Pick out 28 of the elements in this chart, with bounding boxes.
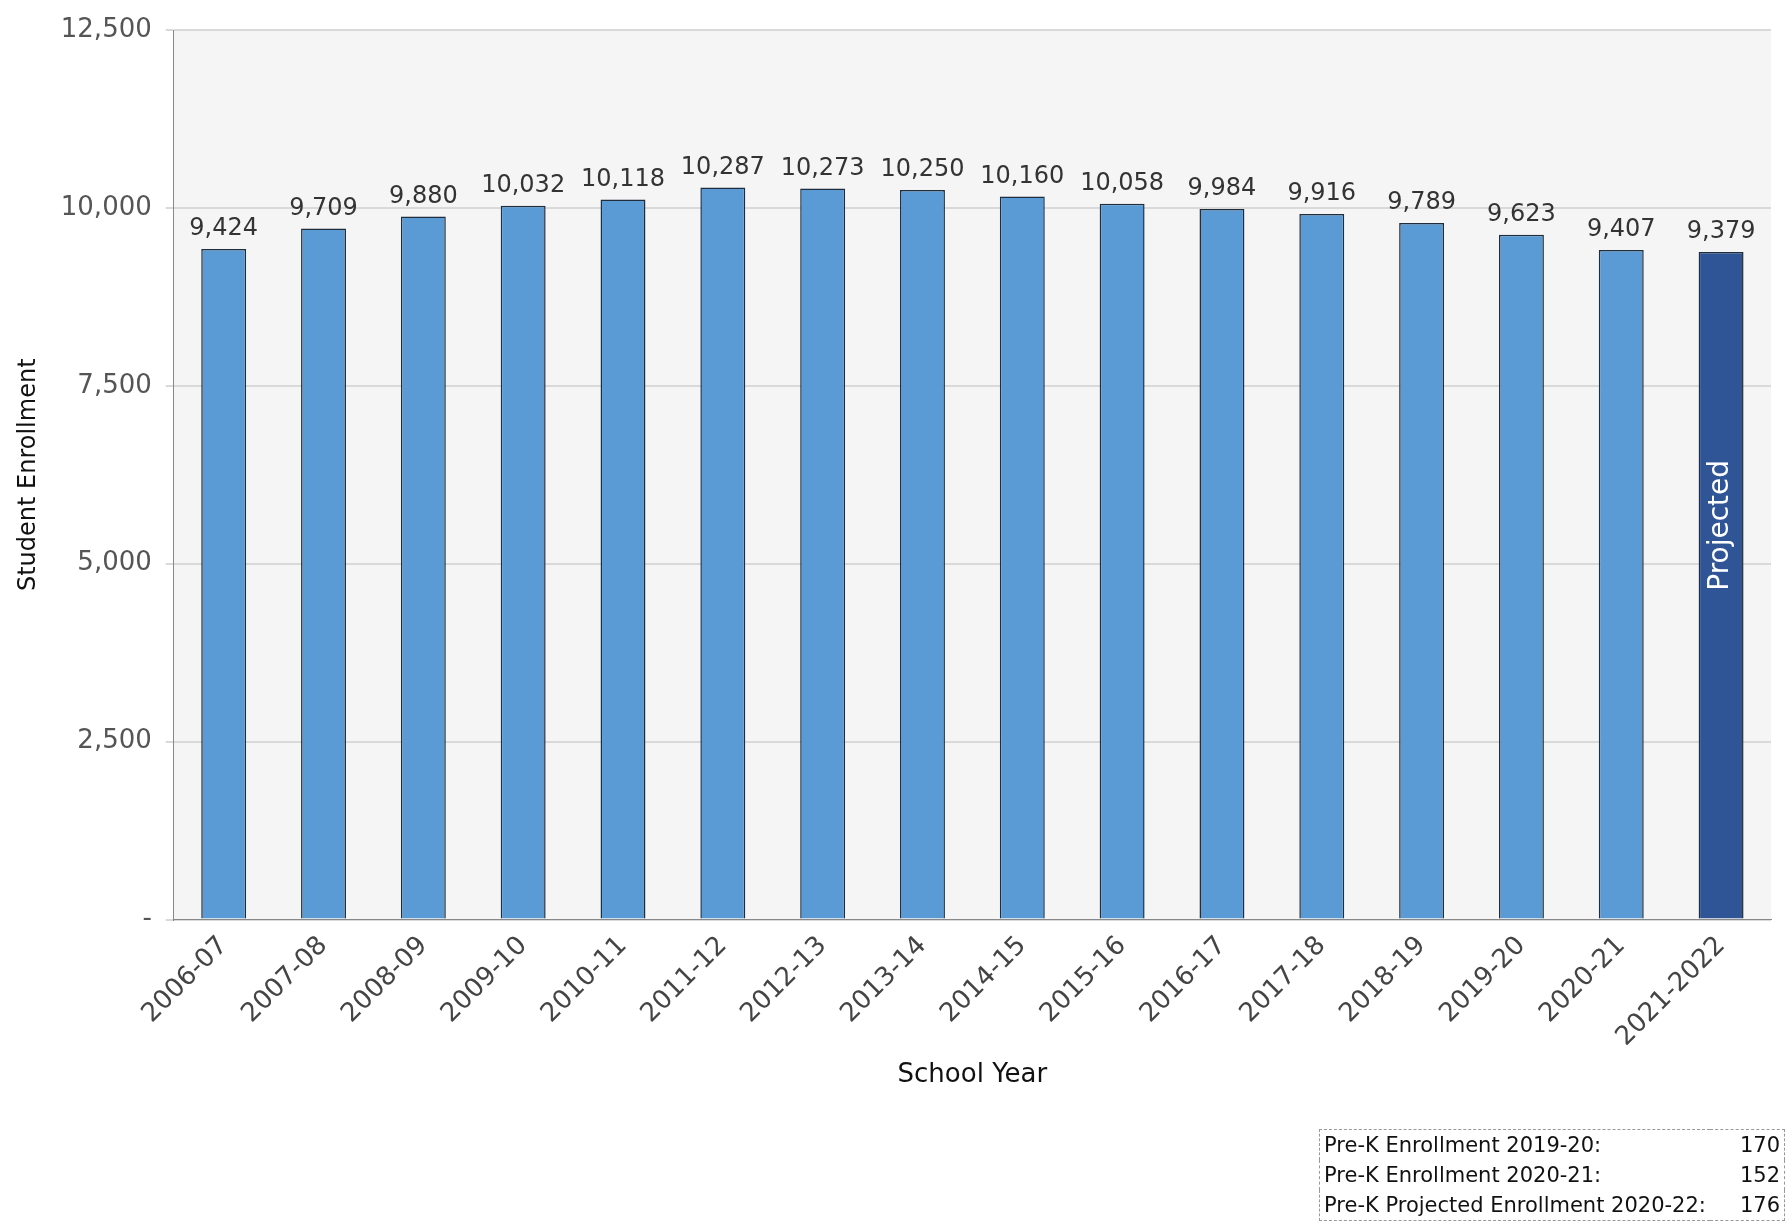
- y-tick-label: -: [142, 902, 152, 933]
- data-label: 10,118: [581, 163, 665, 192]
- data-label: 10,032: [481, 169, 566, 198]
- data-label: 9,424: [189, 213, 259, 242]
- data-label: 10,058: [1080, 168, 1165, 197]
- data-label: 9,379: [1686, 216, 1756, 245]
- data-label: 10,273: [780, 152, 865, 181]
- text: Pre-K Enrollment 2019-20: 170: [1324, 1133, 1780, 1157]
- y-tick-label: 7,500: [77, 368, 152, 399]
- y-tick-label: 5,000: [77, 546, 152, 577]
- data-label: 9,916: [1287, 178, 1357, 207]
- data-label: 9,407: [1586, 214, 1656, 243]
- data-label: 9,880: [388, 180, 458, 209]
- y-tick-label: 10,000: [60, 190, 152, 221]
- text: Pre-K Projected Enrollment 2020-22: 176: [1324, 1193, 1780, 1217]
- data-label: 9,709: [289, 192, 358, 221]
- data-label: 9,623: [1487, 198, 1556, 227]
- y-axis-title: Student Enrollment: [12, 358, 41, 592]
- x-axis-title: School Year: [897, 1058, 1048, 1089]
- annotation: Projected: [1702, 459, 1736, 591]
- data-label: 9,789: [1387, 187, 1456, 216]
- y-tick-label: 2,500: [77, 724, 152, 755]
- data-label: 10,160: [980, 160, 1065, 189]
- text: Pre-K Enrollment 2020-21: 152: [1324, 1163, 1780, 1187]
- data-label: 10,287: [680, 151, 765, 180]
- y-tick-label: 12,500: [60, 12, 152, 43]
- data-label: 10,250: [880, 154, 965, 183]
- data-label: 9,984: [1187, 173, 1257, 202]
